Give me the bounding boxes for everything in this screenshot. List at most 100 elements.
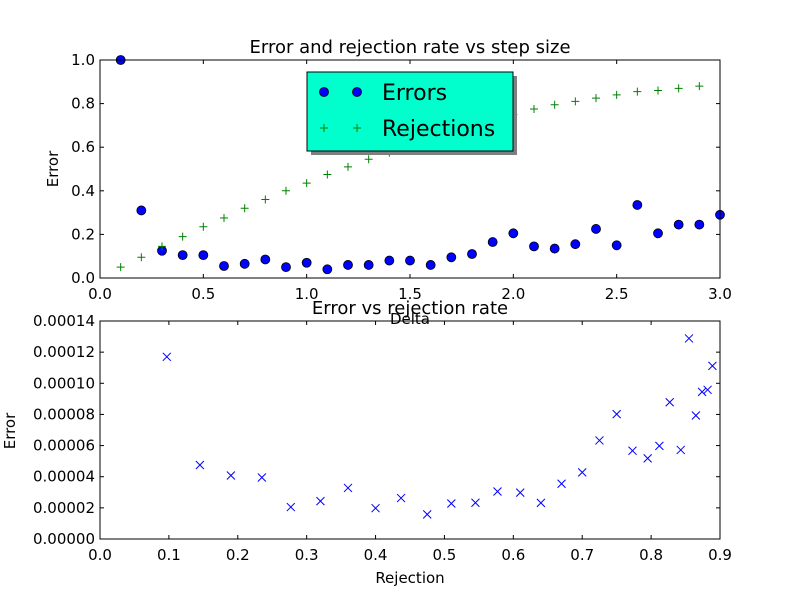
top-axes-frame	[99, 59, 721, 279]
bottom-y-tick-label: 0.00012	[33, 343, 95, 361]
top-series0-point	[487, 237, 498, 247]
bottom-series0-point	[471, 498, 480, 508]
top-series0-point	[467, 249, 477, 259]
bottom-series0-point	[536, 498, 546, 508]
top-series0-point	[405, 255, 415, 266]
bottom-y-tick-label: 0.00006	[33, 437, 95, 455]
bottom-x-tick-label: 0.7	[570, 546, 594, 564]
top-series1-point	[612, 90, 621, 99]
bottom-x-axis-label: Rejection	[375, 569, 444, 587]
bottom-series0-point	[343, 483, 353, 493]
bottom-y-tick-label: 0.00002	[33, 499, 95, 517]
top-series0-point	[570, 239, 581, 250]
bottom-series0-point	[195, 460, 205, 470]
top-series1-point	[592, 94, 600, 103]
bottom-series0-point	[708, 361, 717, 371]
top-y-tick-label: 0.6	[71, 138, 95, 156]
bottom-series0-point	[691, 411, 701, 420]
top-series1-point	[220, 214, 228, 223]
top-series1-point	[364, 155, 373, 164]
top-x-tick-label: 2.0	[501, 285, 525, 303]
bottom-series0-point	[446, 499, 456, 508]
top-series0-point	[653, 228, 663, 239]
bottom-series0-point	[557, 479, 566, 489]
bottom-x-tick-label: 0.4	[364, 546, 388, 564]
top-x-tick-label: 0.0	[88, 285, 112, 303]
top-series0-point	[611, 240, 622, 251]
bottom-series0-point	[612, 409, 622, 419]
bottom-x-tick-label: 0.1	[157, 546, 181, 564]
bottom-y-axis-label: Error	[1, 412, 19, 449]
top-series1-point	[282, 186, 290, 195]
top-series0-point	[384, 255, 395, 266]
bottom-series0-point	[226, 471, 236, 480]
top-series0-point	[136, 205, 147, 216]
top-subplot: Error and rejection rate vs step size 0.…	[44, 37, 732, 328]
bottom-series0-point	[577, 468, 587, 477]
top-series1-point	[178, 232, 187, 241]
top-series1-point	[158, 242, 166, 251]
top-series1-point	[323, 170, 332, 179]
bottom-series0-point	[628, 446, 637, 456]
top-series0-point	[549, 243, 560, 254]
top-series0-point	[632, 200, 643, 210]
top-series1-point	[137, 253, 146, 262]
top-series0-point	[446, 252, 457, 263]
bottom-series0-point	[286, 502, 296, 512]
top-y-tick-label: 0.4	[71, 182, 95, 200]
bottom-axes-frame	[99, 320, 721, 540]
top-series1-point	[550, 100, 559, 109]
top-series0-point	[219, 261, 229, 271]
top-series0-point	[591, 224, 601, 234]
top-series1-point	[654, 86, 662, 95]
bottom-x-tick-label: 0.0	[88, 546, 112, 564]
bottom-y-tick-label: 0.00000	[33, 530, 95, 548]
bottom-x-tick-label: 0.5	[433, 546, 457, 564]
top-series1-point	[530, 105, 538, 114]
bottom-series0-point	[316, 496, 325, 506]
bottom-series0-point	[655, 441, 664, 451]
bottom-series0-point	[684, 334, 694, 343]
bottom-chart-title: Error vs rejection rate	[312, 298, 508, 319]
bottom-series0-point	[422, 510, 432, 519]
bottom-series0-point	[665, 397, 675, 407]
top-series0-point	[508, 228, 519, 239]
bottom-series0-point	[643, 453, 653, 463]
top-series0-point	[673, 219, 684, 230]
top-series0-point	[177, 250, 188, 261]
bottom-x-tick-label: 0.3	[295, 546, 319, 564]
bottom-series0-point	[493, 487, 502, 496]
top-series1-point	[695, 82, 704, 91]
top-series1-point	[344, 162, 352, 171]
bottom-series0-point	[595, 436, 604, 445]
bottom-series0-point	[396, 493, 406, 503]
legend-marker-errors	[352, 87, 362, 97]
top-y-axis-label: Error	[44, 150, 62, 187]
top-x-tick-label: 3.0	[708, 285, 732, 303]
bottom-x-tick-label: 0.2	[226, 546, 250, 564]
top-y-tick-label: 0.2	[71, 225, 95, 243]
top-series1-point	[302, 179, 311, 188]
top-y-tick-label: 0.8	[71, 95, 95, 113]
top-series0-point	[425, 260, 436, 270]
top-series0-point	[281, 262, 291, 273]
legend-label-rejections: Rejections	[382, 117, 495, 142]
top-x-tick-label: 1.0	[295, 285, 319, 303]
top-series0-point	[363, 260, 374, 270]
legend-box	[306, 71, 514, 152]
bottom-y-tick-label: 0.00004	[33, 468, 95, 486]
top-series1-point	[199, 222, 208, 231]
top-series0-point	[343, 260, 353, 270]
bottom-series0-point	[676, 445, 686, 455]
top-x-tick-label: 0.5	[191, 285, 215, 303]
bottom-series0-point	[697, 387, 707, 397]
top-series0-point	[301, 257, 312, 268]
top-series1-point	[240, 204, 249, 213]
top-series0-point	[198, 250, 209, 261]
bottom-series0-point	[257, 473, 267, 482]
legend-label-errors: Errors	[382, 81, 447, 106]
top-series0-point	[260, 254, 271, 265]
top-series1-point	[674, 84, 683, 93]
top-series1-point	[633, 87, 642, 96]
